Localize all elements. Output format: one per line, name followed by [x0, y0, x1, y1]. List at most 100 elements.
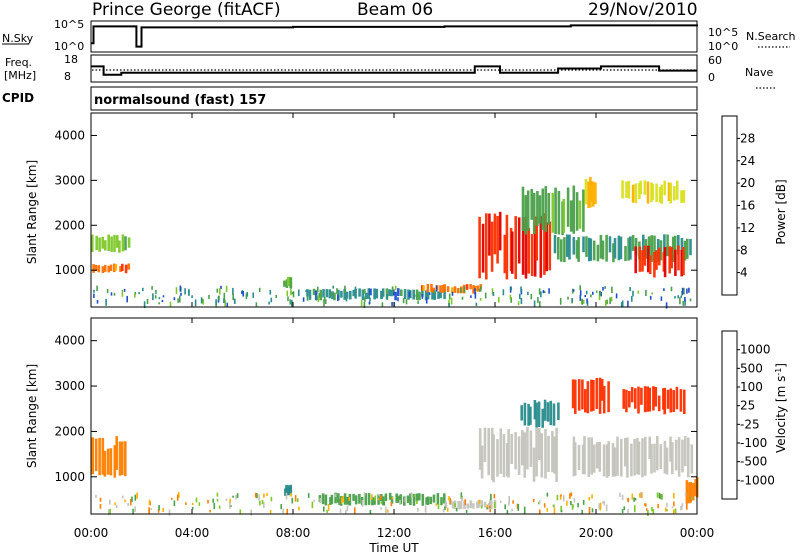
- power-speckle-dot: [290, 289, 292, 296]
- power-speckle-dot: [123, 288, 126, 292]
- power-colorbar-label: 8: [740, 243, 748, 257]
- velocity-echo-cell: [544, 428, 547, 479]
- power-echo-cell: [634, 246, 637, 274]
- velocity-speckle-dot: [229, 498, 231, 504]
- power-echo-cell: [663, 180, 666, 196]
- velocity-echo-cell: [358, 493, 361, 504]
- velocity-speckle-dot: [171, 497, 173, 500]
- power-echo-cell: [686, 238, 689, 259]
- velocity-echo-cell: [330, 494, 334, 504]
- nave-tick-bottom: 0: [708, 71, 715, 84]
- velocity-echo-cell: [656, 436, 659, 471]
- velocity-echo-cell: [507, 429, 510, 478]
- velocity-speckle-dot: [651, 507, 653, 512]
- velocity-echo-cell: [451, 501, 455, 509]
- power-echo-cell: [354, 288, 357, 299]
- velocity-echo-cell: [553, 436, 556, 474]
- power-speckle-dot: [287, 296, 289, 301]
- range-tick-label: 3000: [54, 379, 85, 393]
- velocity-echo-cell: [466, 503, 470, 509]
- noise-left-tick-bottom: 10^0: [54, 40, 84, 53]
- velocity-speckle-dot: [449, 497, 451, 505]
- velocity-speckle-dot: [569, 493, 571, 499]
- power-speckle-dot: [143, 301, 146, 308]
- power-speckle-dot: [180, 292, 182, 296]
- power-speckle: [93, 285, 692, 309]
- power-echo-cell: [481, 223, 485, 273]
- velocity-echo-cell: [543, 399, 547, 421]
- velocity-echo-cell: [337, 493, 340, 503]
- power-speckle-dot: [208, 294, 210, 299]
- velocity-speckle-dot: [570, 492, 573, 497]
- power-echo-cell: [124, 264, 128, 274]
- velocity-echo-cell: [648, 387, 651, 412]
- power-colorbar-label: 24: [740, 154, 755, 168]
- power-echo-cell: [675, 180, 679, 200]
- velocity-echo-cell: [677, 437, 681, 477]
- power-speckle-dot: [686, 288, 688, 294]
- velocity-colorbar-title-main: Velocity [m s: [774, 376, 788, 453]
- velocity-speckle-dot: [621, 509, 624, 513]
- power-echo-cell: [532, 192, 536, 235]
- power-echo-cell: [680, 237, 684, 257]
- velocity-echo-cell: [354, 495, 358, 505]
- power-echo-cell: [432, 287, 436, 293]
- velocity-speckle-dot: [270, 496, 273, 502]
- noise-sky-label: N.Sky: [2, 32, 34, 45]
- velocity-echo-cell: [289, 486, 293, 495]
- velocity-speckle-dot: [207, 499, 209, 504]
- velocity-colorbar-label: 500: [740, 361, 763, 375]
- velocity-speckle-dot: [673, 501, 675, 507]
- power-speckle-dot: [386, 294, 388, 300]
- power-speckle-dot: [520, 286, 522, 292]
- velocity-echo-cell: [409, 493, 412, 505]
- power-echo-cell: [439, 285, 442, 293]
- velocity-echo-cell: [390, 496, 394, 504]
- velocity-echo-cell: [91, 437, 95, 475]
- power-echo-cell: [627, 180, 631, 199]
- power-echo-cell: [591, 181, 595, 207]
- power-echo-cell: [596, 244, 600, 262]
- power-echo-cell: [557, 191, 561, 235]
- velocity-echo-cell: [523, 402, 527, 426]
- power-speckle-dot: [539, 301, 541, 308]
- power-echo-cell: [650, 235, 653, 262]
- power-speckle-dot: [302, 297, 305, 302]
- power-echo-6: [521, 185, 585, 236]
- power-speckle-dot: [479, 288, 481, 292]
- power-speckle-dot: [621, 300, 624, 307]
- power-speckle-dot: [241, 291, 243, 294]
- noise-sky-line: [91, 24, 698, 48]
- velocity-speckle-dot: [660, 493, 662, 500]
- velocity-echo-cell: [540, 433, 544, 478]
- velocity-speckle-dot: [173, 500, 176, 507]
- velocity-echo-cell: [118, 441, 122, 476]
- power-speckle-dot: [332, 285, 334, 289]
- velocity-speckle-dot: [645, 508, 648, 511]
- power-speckle-dot: [252, 292, 254, 298]
- velocity-speckle-dot: [546, 508, 549, 512]
- time-tick-label: 00:00: [74, 526, 109, 540]
- velocity-speckle-dot: [387, 509, 389, 513]
- power-speckle-dot: [269, 289, 272, 295]
- power-speckle-dot: [683, 287, 685, 295]
- power-echo-cell: [535, 216, 538, 261]
- freq-label: Freq.: [5, 56, 32, 69]
- power-echo-cell: [541, 188, 545, 230]
- velocity-echo-cell: [477, 499, 481, 508]
- power-echo-cell: [521, 217, 525, 275]
- velocity-speckle-dot: [553, 504, 555, 508]
- power-echo-cell: [545, 222, 548, 272]
- power-echo-cell: [651, 183, 654, 200]
- velocity-speckle-dot: [656, 492, 659, 498]
- velocity-echo-cell: [607, 441, 610, 477]
- power-echo-cell: [364, 292, 368, 299]
- velocity-speckle-dot: [674, 508, 677, 514]
- power-echo-cell: [503, 234, 507, 274]
- power-speckle-dot: [270, 297, 273, 303]
- power-colorbar-label: 28: [740, 131, 755, 145]
- power-speckle-dot: [242, 290, 244, 297]
- velocity-speckle-dot: [130, 499, 132, 506]
